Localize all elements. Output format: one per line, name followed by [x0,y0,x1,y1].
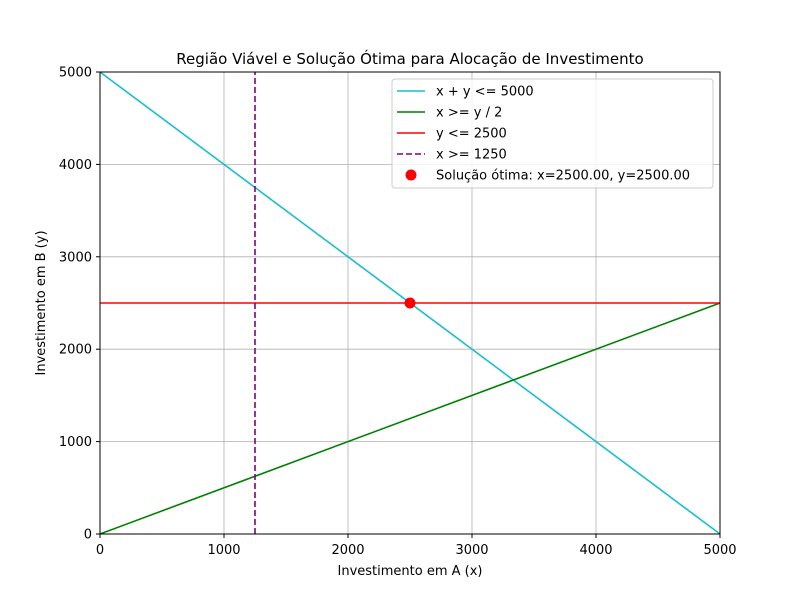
plot-frame [99,71,721,535]
legend: x + y <= 5000 x >= y / 2 y <= 2500 x >= 125… [391,78,714,189]
x-tick-label: 4000 [579,543,612,558]
legend-label: x >= y / 2 [436,106,502,121]
legend-label: Solução ótima: x=2500.00, y=2500.00 [436,169,690,184]
y-tick-label: 1000 [59,435,92,450]
legend-marker [405,169,417,181]
series-line [99,302,721,535]
x-tick-label: 1000 [207,543,240,558]
x-tick-label: 3000 [455,543,488,558]
legend-box [391,78,714,189]
axis-ticks: 0 1000 2000 3000 4000 5000 0 1000 2000 3000 4000 50… [59,66,737,559]
x-axis-label: Investimento em A (x) [338,564,483,579]
legend-label: x + y <= 5000 [436,85,534,100]
legend-label: x >= 1250 [436,148,507,163]
x-tick-label: 5000 [703,543,736,558]
optimal-point-marker [404,297,416,309]
y-axis-label: Investimento em B (y) [34,230,49,375]
x-tick-label: 2000 [331,543,364,558]
y-tick-label: 2000 [59,343,92,358]
legend-label: y <= 2500 [436,127,507,142]
x-tick-label: 0 [96,543,104,558]
y-tick-label: 5000 [59,66,92,81]
plot-series [99,71,721,535]
y-tick-label: 3000 [59,250,92,265]
chart-title: Região Viável e Solução Ótima para Aloca… [176,49,643,68]
y-tick-label: 0 [84,528,92,543]
y-tick-label: 4000 [59,158,92,173]
